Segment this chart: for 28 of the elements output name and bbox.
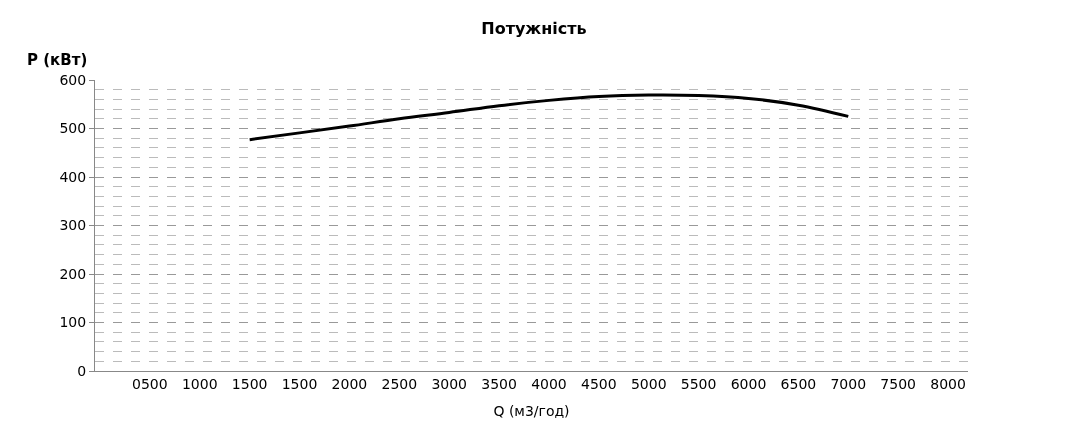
line-series (248, 93, 850, 142)
x-tick-label: 5000 (630, 375, 667, 392)
x-tick-label: 7500 (880, 375, 916, 392)
y-tick-label: 500 (59, 120, 87, 137)
x-tick-label: 6500 (780, 375, 817, 392)
x-tick-label: 4000 (531, 375, 567, 392)
x-tick-label: 7000 (830, 375, 867, 392)
x-tick-label: 1500 (281, 375, 318, 392)
x-tick-label: 1000 (181, 375, 218, 392)
x-axis-title: Q (м3/год) (493, 403, 570, 420)
x-tick-label: 2000 (331, 375, 368, 392)
y-tick-label: 0 (77, 362, 87, 379)
y-tick-label: 600 (59, 71, 87, 88)
x-tick-label: 4500 (581, 375, 617, 392)
y-tick-label: 200 (59, 265, 87, 282)
x-tick-label: 5500 (680, 375, 717, 392)
x-tick-label: 1500 (231, 375, 268, 392)
x-tick-label: 0500 (132, 375, 168, 392)
x-tick-label: 3500 (481, 375, 517, 392)
y-tick-label: 400 (59, 168, 87, 185)
x-tick-label: 6000 (730, 375, 767, 392)
x-tick-label: 8000 (930, 375, 966, 392)
y-tick-label: 100 (59, 314, 87, 331)
x-tick-label: 3000 (431, 375, 468, 392)
x-tick-label: 2500 (381, 375, 418, 392)
y-tick-label: 300 (59, 217, 87, 234)
y-axis-title: P (кВт) (27, 51, 88, 69)
chart-title: Потужність (481, 18, 587, 38)
